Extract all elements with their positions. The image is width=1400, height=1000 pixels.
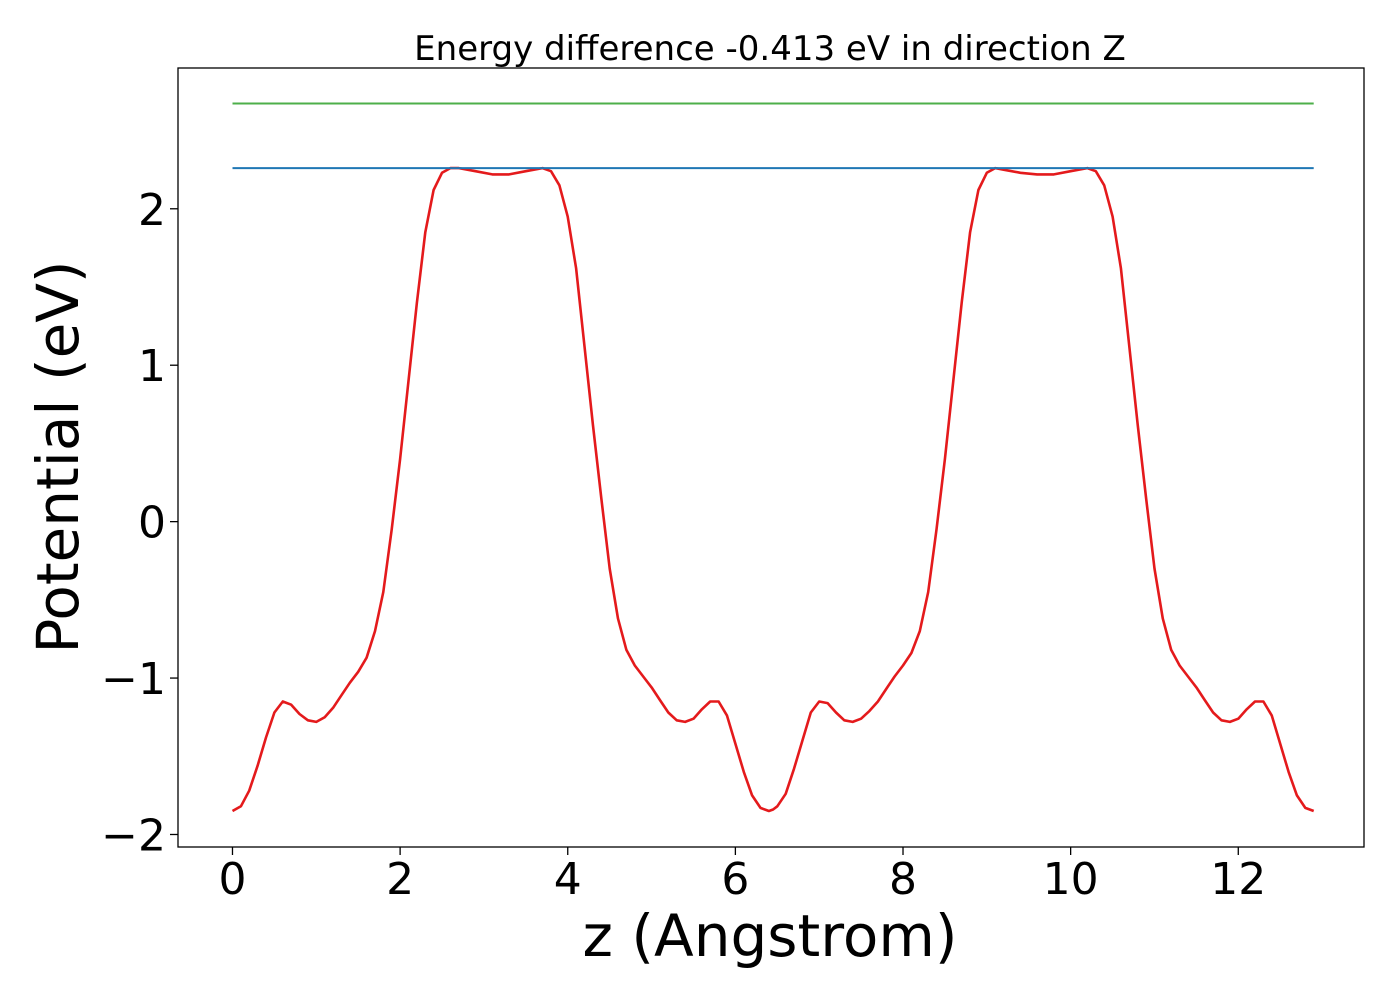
x-tick-label: 2	[386, 854, 414, 905]
series-layer	[231, 102, 1315, 813]
y-tick-label: 1	[138, 341, 166, 392]
x-tick-label: 8	[889, 854, 917, 905]
x-axis: 0 2 4 6 8 10 12	[218, 847, 1266, 905]
y-axis: −2 −1 0 1 2	[101, 185, 178, 861]
y-tick-label: 0	[138, 498, 166, 549]
x-tick-label: 10	[1043, 854, 1099, 905]
x-tick-label: 4	[554, 854, 582, 905]
chart-title: Energy difference -0.413 eV in direction…	[414, 29, 1126, 69]
x-tick-label: 6	[721, 854, 749, 905]
y-tick-label: −2	[101, 810, 166, 861]
plot-frame	[177, 67, 1365, 848]
y-tick-label: −1	[101, 654, 166, 705]
x-tick-label: 12	[1210, 854, 1266, 905]
x-axis-label: z (Angstrom)	[583, 902, 958, 970]
y-tick-label: 2	[138, 185, 166, 236]
x-tick-label: 0	[218, 854, 246, 905]
y-axis-label: Potential (eV)	[24, 260, 92, 653]
series-line-0	[231, 166, 1315, 813]
